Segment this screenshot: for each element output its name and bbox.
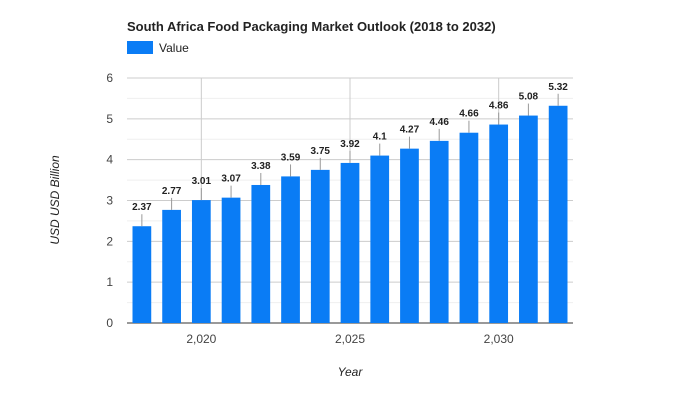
- data-label: 3.01: [192, 176, 212, 187]
- bar[interactable]: [370, 155, 390, 323]
- data-label: 4.27: [400, 125, 420, 136]
- x-tick-label: 2,025: [335, 332, 365, 346]
- data-label: 5.32: [548, 82, 568, 93]
- bar[interactable]: [162, 209, 181, 323]
- legend[interactable]: Value: [127, 41, 189, 55]
- y-axis-title: USD USD Billion: [48, 155, 62, 245]
- data-label: 4.66: [459, 109, 479, 120]
- x-axis-title: Year: [338, 365, 364, 379]
- data-label: 4.1: [373, 132, 387, 143]
- bar[interactable]: [548, 105, 568, 324]
- legend-label: Value: [159, 41, 189, 55]
- data-label: 5.08: [519, 92, 539, 103]
- legend-swatch: [127, 41, 153, 54]
- y-tick-label: 0: [106, 316, 113, 330]
- y-tick-label: 6: [106, 71, 113, 85]
- bar[interactable]: [400, 148, 419, 323]
- bar[interactable]: [489, 124, 509, 323]
- y-tick-label: 5: [106, 112, 113, 126]
- data-label: 4.86: [489, 101, 509, 112]
- y-tick-label: 3: [106, 194, 113, 208]
- y-tick-label: 4: [106, 153, 113, 167]
- bar[interactable]: [429, 140, 449, 323]
- bar[interactable]: [459, 132, 479, 323]
- data-labels: 2.37 2.77 3.01 3.07 3.38 3.59 3.75 3.92 4.1 4.27 4…: [132, 82, 568, 227]
- bar[interactable]: [310, 169, 330, 323]
- bar[interactable]: [251, 184, 271, 323]
- bar[interactable]: [221, 197, 241, 323]
- data-label: 2.37: [132, 202, 152, 213]
- data-label: 3.92: [340, 139, 360, 150]
- bars: [132, 105, 568, 324]
- y-tick-label: 2: [106, 234, 113, 248]
- y-tick-label: 1: [106, 275, 113, 289]
- data-label: 3.07: [221, 174, 241, 185]
- chart-title: South Africa Food Packaging Market Outlo…: [127, 19, 496, 34]
- x-tick-label: 2,020: [186, 332, 216, 346]
- x-tick-label: 2,030: [484, 332, 514, 346]
- bar[interactable]: [191, 200, 211, 323]
- y-axis-ticks: 0 1 2 3 4 5 6: [106, 71, 113, 330]
- bar[interactable]: [340, 162, 360, 323]
- data-label: 4.46: [429, 117, 449, 128]
- data-label: 2.77: [162, 186, 182, 197]
- x-axis-ticks: 2,020 2,025 2,030: [186, 332, 514, 346]
- bar[interactable]: [132, 226, 152, 323]
- data-label: 3.59: [281, 152, 301, 163]
- data-label: 3.75: [311, 146, 331, 157]
- data-label: 3.38: [251, 161, 271, 172]
- bar[interactable]: [281, 176, 300, 323]
- bar[interactable]: [519, 115, 538, 323]
